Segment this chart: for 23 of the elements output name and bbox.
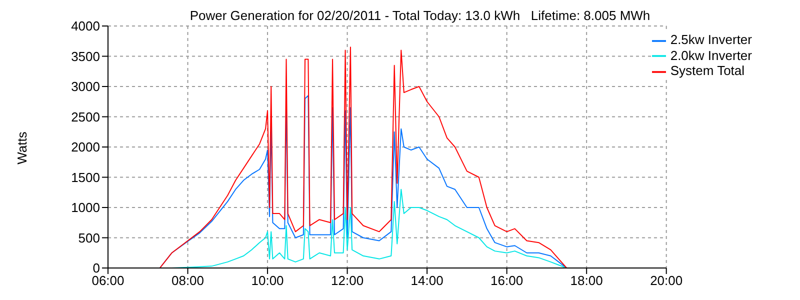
x-tick-label: 16:00 — [490, 273, 524, 288]
legend-label: 2.0kw Inverter — [670, 48, 752, 63]
chart-title: Power Generation for 02/20/2011 - Total Today: 13.0 kWh Lifetime: 8.005 MWh — [190, 8, 650, 23]
x-tick-label: 08:00 — [171, 273, 204, 288]
y-tick-label: 3500 — [71, 48, 100, 64]
x-tick-label: 12:00 — [331, 273, 364, 288]
y-tick-label: 3000 — [71, 79, 100, 94]
y-tick-label: 1000 — [71, 200, 100, 216]
y-tick-label: 500 — [78, 230, 100, 246]
y-axis-title: Watts — [14, 132, 30, 164]
legend-label: 2.5kw Inverter — [670, 32, 752, 47]
x-tick-label: 06:00 — [92, 273, 124, 288]
x-tick-label: 18:00 — [570, 273, 603, 288]
x-tick-label: 14:00 — [410, 273, 444, 288]
x-tick-label: 10:00 — [251, 273, 284, 288]
y-tick-label: 2500 — [71, 109, 100, 124]
y-tick-label: 1500 — [71, 170, 100, 185]
y-tick-label: 0 — [92, 260, 100, 276]
y-tick-label: 2000 — [71, 140, 100, 155]
legend-label: System Total — [670, 63, 745, 78]
line-series — [159, 46, 568, 268]
x-tick-label: 20:00 — [650, 273, 683, 288]
y-tick-label: 4000 — [71, 18, 100, 34]
